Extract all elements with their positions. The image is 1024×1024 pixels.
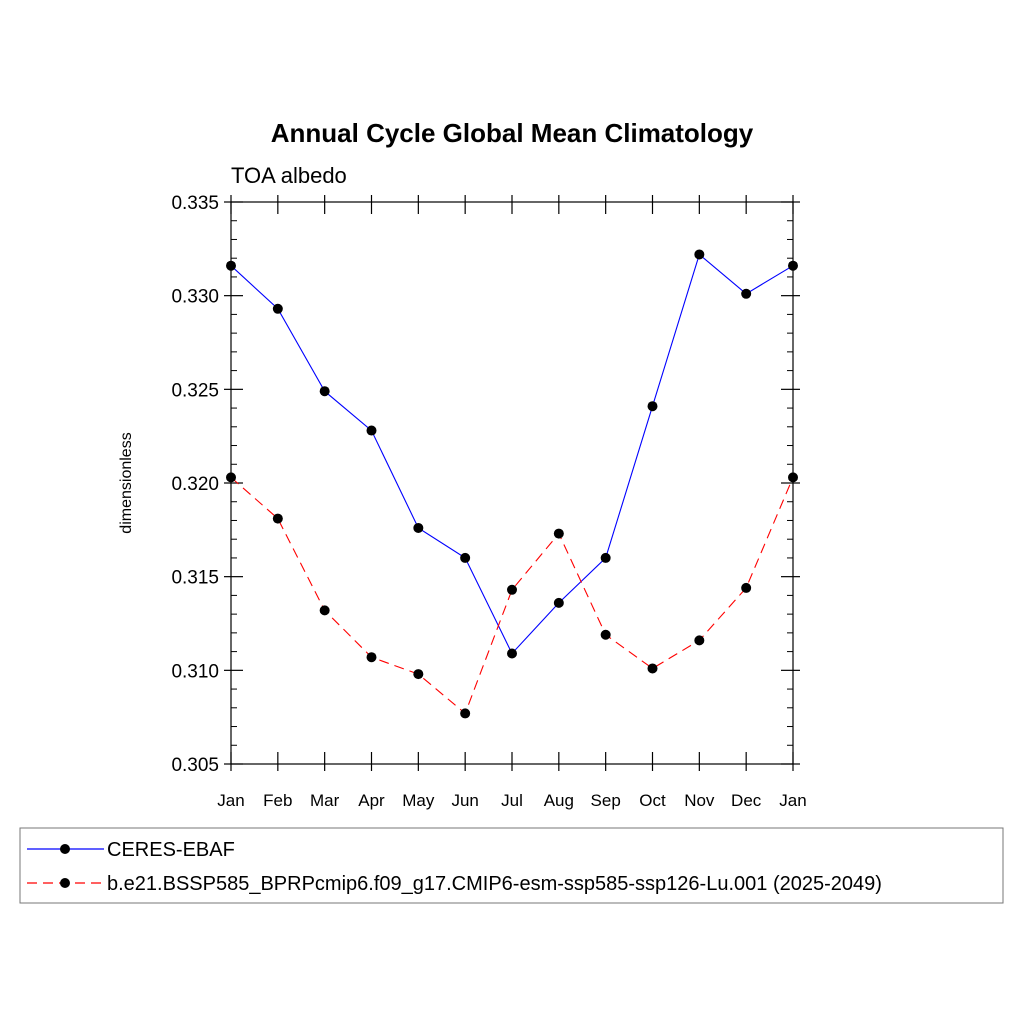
series-1-point <box>366 652 377 663</box>
series-1-point <box>226 472 236 483</box>
x-tick-label: Jan <box>779 791 806 810</box>
series-0-point <box>226 260 236 271</box>
series-0-point <box>366 425 377 436</box>
y-tick-label: 0.335 <box>171 193 219 214</box>
series-0-point <box>413 522 424 533</box>
y-tick-label: 0.305 <box>171 755 219 776</box>
series-1-point <box>460 708 471 719</box>
series-layer <box>226 249 798 719</box>
series-1-point <box>553 528 564 539</box>
legend-label-ceres: CERES-EBAF <box>107 839 235 861</box>
series-1-point <box>694 635 705 646</box>
legend-box <box>19 827 1004 904</box>
y-axis-label: dimensionless <box>118 432 135 533</box>
series-0-point <box>460 552 471 563</box>
y-tick-label: 0.325 <box>171 380 219 401</box>
series-0-point <box>788 260 798 271</box>
series-1-point <box>272 513 283 524</box>
series-1-point <box>319 605 330 616</box>
series-0-point <box>694 249 705 260</box>
x-tick-label: Mar <box>310 791 340 810</box>
x-tick-label: Sep <box>591 791 621 810</box>
chart-title: Annual Cycle Global Mean Climatology <box>271 118 754 148</box>
x-tick-label: Feb <box>263 791 292 810</box>
series-1-point <box>413 669 424 680</box>
series-1-point <box>788 472 798 483</box>
series-0-point <box>741 288 752 299</box>
legend-marker-ceres <box>60 844 70 854</box>
legend-item-model: b.e21.BSSP585_BPRPcmip6.f09_g17.CMIP6-es… <box>27 873 882 895</box>
series-0-point <box>507 648 517 659</box>
axes: 0.305 0.310 0.315 0.320 0.325 0.330 0.335 Jan Fe… <box>171 193 806 810</box>
x-tick-label: Oct <box>639 791 666 810</box>
series-1-point <box>647 663 658 674</box>
series-0-point <box>553 597 564 608</box>
series-1-point <box>600 629 611 640</box>
x-tick-label: Jan <box>217 791 244 810</box>
plot-frame <box>230 201 794 765</box>
x-tick-label: May <box>402 791 435 810</box>
series-0-point <box>647 401 658 412</box>
x-tick-label: Nov <box>684 791 715 810</box>
y-tick-label: 0.315 <box>171 568 219 589</box>
y-tick-label: 0.330 <box>171 287 219 308</box>
series-0-point <box>600 552 611 563</box>
x-tick-label: Apr <box>358 791 385 810</box>
series-0-point <box>319 386 330 397</box>
x-tick-label: Dec <box>731 791 762 810</box>
legend-marker-model <box>60 878 70 888</box>
series-1-point <box>507 584 517 595</box>
chart-subtitle: TOA albedo <box>231 163 347 188</box>
x-tick-label: Aug <box>544 791 574 810</box>
legend-item-ceres: CERES-EBAF <box>27 839 235 861</box>
legend-label-model: b.e21.BSSP585_BPRPcmip6.f09_g17.CMIP6-es… <box>107 873 882 895</box>
y-tick-label: 0.310 <box>171 661 219 682</box>
x-tick-label: Jul <box>501 791 523 810</box>
series-0-point <box>272 303 283 314</box>
series-line-1 <box>230 476 794 715</box>
series-1-point <box>741 582 752 593</box>
x-tick-label: Jun <box>451 791 478 810</box>
y-tick-label: 0.320 <box>171 474 219 495</box>
